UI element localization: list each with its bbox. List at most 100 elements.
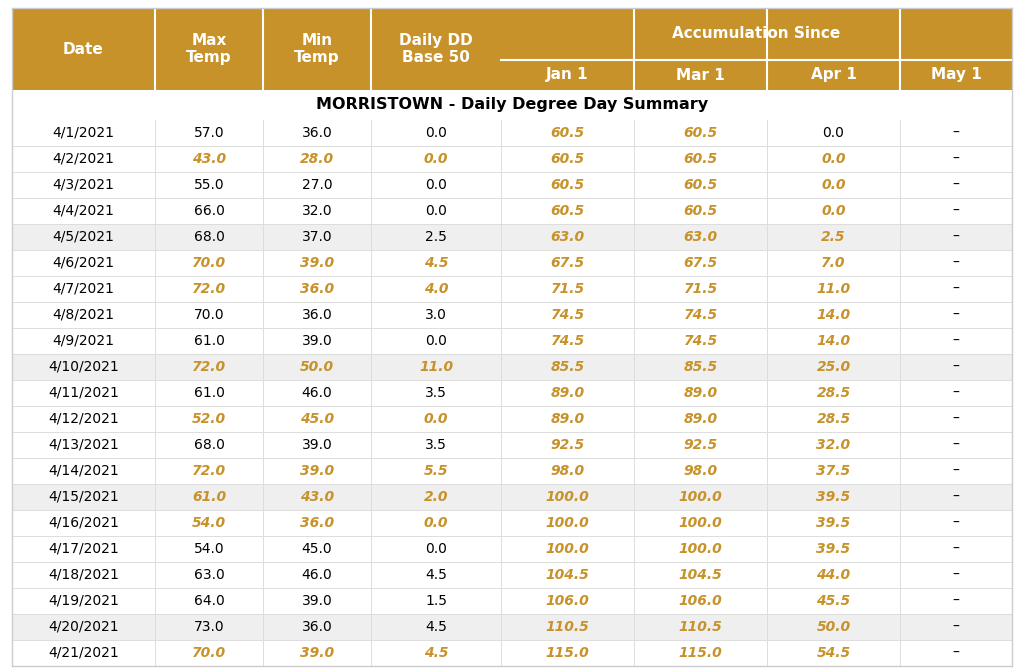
Text: 5.5: 5.5 (424, 464, 449, 478)
Bar (12, 484, 1012, 510)
Text: 2.5: 2.5 (821, 230, 846, 244)
Text: 66.0: 66.0 (194, 204, 224, 218)
Text: 39.0: 39.0 (302, 438, 333, 452)
Text: 0.0: 0.0 (821, 152, 846, 166)
Text: 85.5: 85.5 (683, 360, 718, 374)
Text: 100.0: 100.0 (546, 542, 590, 556)
Text: 72.0: 72.0 (191, 360, 226, 374)
Text: 115.0: 115.0 (546, 646, 590, 660)
Text: 4/17/2021: 4/17/2021 (48, 542, 119, 556)
Text: 3.5: 3.5 (425, 438, 446, 452)
Text: 0.0: 0.0 (425, 126, 446, 140)
Text: 61.0: 61.0 (191, 490, 226, 504)
Text: –: – (952, 620, 959, 634)
Text: 92.5: 92.5 (683, 438, 718, 452)
Text: –: – (952, 516, 959, 530)
Text: 4/3/2021: 4/3/2021 (52, 178, 115, 192)
Text: 63.0: 63.0 (194, 568, 224, 582)
Text: 46.0: 46.0 (302, 568, 333, 582)
Text: 89.0: 89.0 (551, 412, 585, 426)
Text: 37.0: 37.0 (302, 230, 333, 244)
Bar (12, 198, 1012, 224)
Text: Min
Temp: Min Temp (294, 33, 340, 65)
Text: May 1: May 1 (931, 68, 981, 82)
Text: 4.0: 4.0 (424, 282, 449, 296)
Text: 63.0: 63.0 (551, 230, 585, 244)
Text: 60.5: 60.5 (551, 152, 585, 166)
Text: 60.5: 60.5 (551, 126, 585, 140)
Text: 14.0: 14.0 (816, 334, 851, 348)
Text: 115.0: 115.0 (679, 646, 722, 660)
Text: 4/7/2021: 4/7/2021 (52, 282, 115, 296)
Text: 43.0: 43.0 (191, 152, 226, 166)
Text: 104.5: 104.5 (546, 568, 590, 582)
Text: 110.5: 110.5 (679, 620, 722, 634)
Text: 60.5: 60.5 (683, 178, 718, 192)
Text: 4/12/2021: 4/12/2021 (48, 412, 119, 426)
Text: 0.0: 0.0 (425, 178, 446, 192)
Text: 70.0: 70.0 (191, 646, 226, 660)
Text: 0.0: 0.0 (424, 516, 449, 530)
Text: 39.0: 39.0 (300, 464, 334, 478)
Text: 74.5: 74.5 (551, 334, 585, 348)
Text: –: – (952, 178, 959, 192)
Text: 4/11/2021: 4/11/2021 (48, 386, 119, 400)
Text: 52.0: 52.0 (191, 412, 226, 426)
Text: 27.0: 27.0 (302, 178, 333, 192)
Bar (12, 224, 1012, 250)
Text: 4/13/2021: 4/13/2021 (48, 438, 119, 452)
Bar (155, 8, 263, 90)
Bar (12, 536, 1012, 562)
Text: –: – (952, 646, 959, 660)
Text: 4/20/2021: 4/20/2021 (48, 620, 119, 634)
Text: 36.0: 36.0 (300, 516, 334, 530)
Bar (12, 276, 1012, 302)
Text: 72.0: 72.0 (191, 464, 226, 478)
Text: 54.0: 54.0 (194, 542, 224, 556)
Text: –: – (952, 386, 959, 400)
Text: 4/18/2021: 4/18/2021 (48, 568, 119, 582)
Text: 3.5: 3.5 (425, 386, 446, 400)
Text: 100.0: 100.0 (679, 490, 722, 504)
Text: 36.0: 36.0 (302, 126, 333, 140)
Text: 4.5: 4.5 (425, 568, 446, 582)
Bar (371, 8, 501, 90)
Text: –: – (952, 256, 959, 270)
Text: 3.0: 3.0 (425, 308, 446, 322)
Text: 89.0: 89.0 (683, 386, 718, 400)
Bar (12, 380, 1012, 406)
Text: 14.0: 14.0 (816, 308, 851, 322)
Text: 44.0: 44.0 (816, 568, 851, 582)
Text: 4/19/2021: 4/19/2021 (48, 594, 119, 608)
Text: –: – (952, 490, 959, 504)
Text: 4/9/2021: 4/9/2021 (52, 334, 115, 348)
Text: 60.5: 60.5 (683, 204, 718, 218)
Text: 92.5: 92.5 (551, 438, 585, 452)
Text: 100.0: 100.0 (679, 516, 722, 530)
Text: –: – (952, 594, 959, 608)
Text: 39.5: 39.5 (816, 490, 851, 504)
Text: 72.0: 72.0 (191, 282, 226, 296)
Text: 71.5: 71.5 (551, 282, 585, 296)
Text: 64.0: 64.0 (194, 594, 224, 608)
Text: 0.0: 0.0 (425, 204, 446, 218)
Text: 2.0: 2.0 (424, 490, 449, 504)
Text: 4/14/2021: 4/14/2021 (48, 464, 119, 478)
Text: 0.0: 0.0 (425, 334, 446, 348)
Text: 0.0: 0.0 (821, 204, 846, 218)
Text: –: – (952, 282, 959, 296)
Text: 67.5: 67.5 (683, 256, 718, 270)
Bar (12, 328, 1012, 354)
Text: 4/2/2021: 4/2/2021 (52, 152, 115, 166)
Text: 4/5/2021: 4/5/2021 (52, 230, 115, 244)
Text: 74.5: 74.5 (683, 334, 718, 348)
Text: –: – (952, 542, 959, 556)
Text: 36.0: 36.0 (302, 620, 333, 634)
Text: –: – (952, 568, 959, 582)
Text: –: – (952, 412, 959, 426)
Bar (12, 302, 1012, 328)
Text: Max
Temp: Max Temp (186, 33, 231, 65)
Text: 73.0: 73.0 (194, 620, 224, 634)
Text: 74.5: 74.5 (683, 308, 718, 322)
Text: 0.0: 0.0 (821, 178, 846, 192)
